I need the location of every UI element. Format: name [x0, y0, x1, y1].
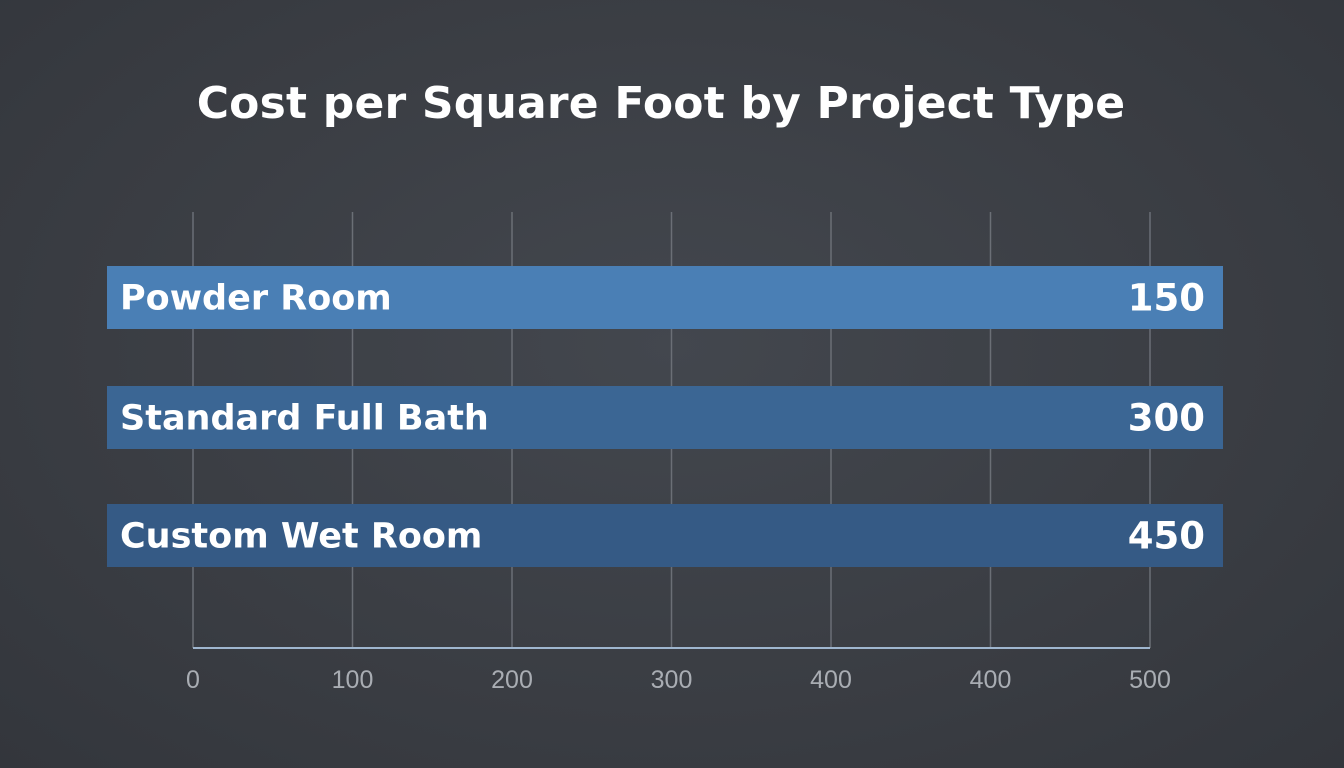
x-tick-label: 0 [186, 666, 200, 694]
bar-label: Standard Full Bath [120, 399, 489, 439]
x-tick-label: 300 [651, 666, 693, 694]
bar-group: Powder Room 150 [107, 266, 1223, 329]
x-axis: 0 100 200 300 400 400 500 [186, 647, 1171, 694]
bar-group: Standard Full Bath 300 [107, 386, 1223, 449]
x-tick-label: 400 [970, 666, 1012, 694]
bar [107, 386, 1223, 449]
x-tick-label: 400 [810, 666, 852, 694]
x-tick-label: 500 [1129, 666, 1171, 694]
bar-label: Powder Room [120, 279, 392, 319]
data-label: 300 [1128, 397, 1205, 440]
bar-label: Custom Wet Room [120, 517, 482, 557]
bar [107, 266, 1223, 329]
chart-title: Cost per Square Foot by Project Type [196, 78, 1126, 129]
bar-group: Custom Wet Room 450 [107, 504, 1223, 567]
data-label: 450 [1128, 515, 1205, 558]
bars: Powder Room 150 Standard Full Bath 300 Custo… [107, 266, 1223, 567]
x-tick-label: 100 [332, 666, 374, 694]
data-label: 150 [1128, 277, 1205, 320]
x-tick-label: 200 [491, 666, 533, 694]
bar [107, 504, 1223, 567]
